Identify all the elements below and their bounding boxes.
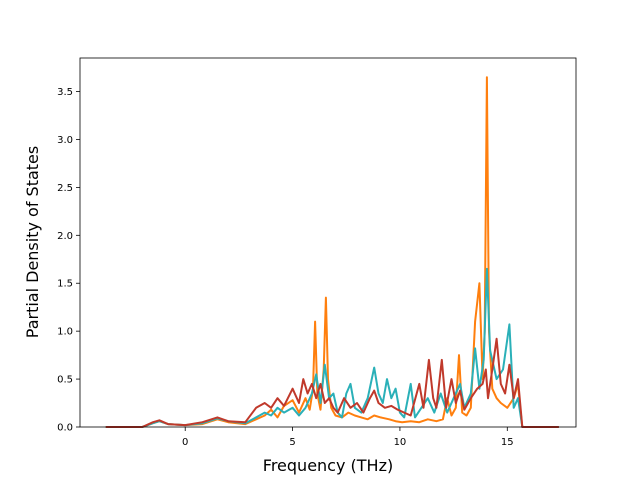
plot-frame [79, 57, 577, 428]
series-line-3 [105, 337, 559, 428]
x-tick-label: 5 [289, 437, 295, 448]
y-tick-label: 0.5 [57, 375, 73, 386]
x-axis-label: Frequency (THz) [263, 456, 393, 475]
x-ticks: 0 5 10 15 [182, 427, 514, 448]
x-tick-label: 10 [394, 437, 407, 448]
x-tick-label: 0 [182, 437, 188, 448]
x-tick-label: 15 [501, 437, 514, 448]
y-tick-label: 3.5 [57, 87, 73, 98]
y-tick-label: 0.0 [57, 423, 73, 434]
y-tick-label: 1.5 [57, 279, 73, 290]
series-line-1 [105, 76, 559, 428]
y-tick-label: 3.0 [57, 135, 73, 146]
series-line-2 [105, 267, 559, 428]
y-tick-label: 2.0 [57, 231, 73, 242]
y-tick-label: 1.0 [57, 327, 73, 338]
y-tick-label: 2.5 [57, 183, 73, 194]
y-axis-label: Partial Density of States [23, 146, 42, 338]
y-ticks: 0.0 0.5 1.0 1.5 2.0 2.5 3.0 3.5 [57, 87, 80, 434]
series-layer [105, 76, 559, 428]
